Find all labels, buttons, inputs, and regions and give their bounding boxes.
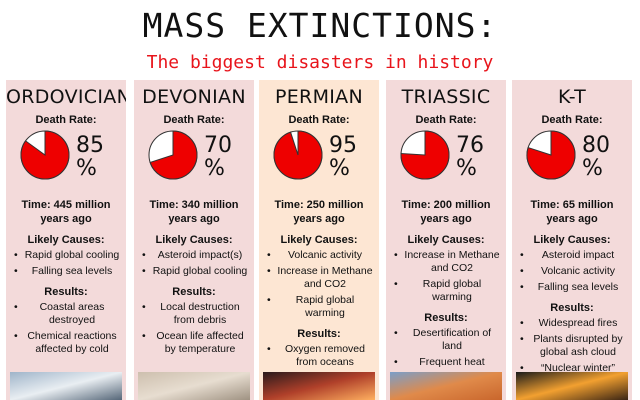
likely-causes-heading: Likely Causes: [155, 234, 233, 246]
period-column: PERMIAN Death Rate: 95 % Time: 250 millio… [259, 80, 379, 400]
death-rate-label: Death Rate: [288, 114, 350, 126]
death-rate-value: 80 % [582, 134, 610, 180]
death-rate-label: Death Rate: [163, 114, 225, 126]
result-item: Chemical reactions affected by cold [14, 330, 120, 356]
results-heading: Results: [172, 286, 216, 298]
period-photo [10, 372, 122, 400]
page-title: MASS EXTINCTIONS: [142, 6, 498, 45]
death-rate-row: 70 % [134, 128, 254, 196]
result-item: Widespread fires [520, 317, 626, 330]
results-heading: Results: [297, 328, 341, 340]
causes-list: Increase in Methane and CO2 Rapid global … [386, 249, 506, 304]
death-rate-value: 76 % [456, 134, 484, 180]
cause-item: Asteroid impact [520, 249, 626, 262]
likely-causes-heading: Likely Causes: [407, 234, 485, 246]
time-label: Time: 200 million years ago [401, 199, 491, 225]
results-list: Coastal areas destroyed Chemical reaction… [6, 301, 126, 356]
death-rate-pie [20, 130, 70, 180]
period-photo [516, 372, 628, 400]
result-item: Desertification of land [394, 327, 500, 353]
death-rate-percent-sign: % [582, 156, 603, 181]
cause-item: Increase in Methane and CO2 [267, 265, 373, 291]
period-column: DEVONIAN Death Rate: 70 % Time: 340 milli… [134, 80, 254, 400]
death-rate-pie [273, 130, 323, 180]
time-label: Time: 340 million years ago [149, 199, 239, 225]
result-item: Coastal areas destroyed [14, 301, 120, 327]
death-rate-number: 95 [329, 133, 357, 158]
page-subtitle: The biggest disasters in history [146, 52, 494, 73]
death-rate-number: 80 [582, 133, 610, 158]
period-column: K-T Death Rate: 80 % Time: 65 million yea… [512, 80, 632, 400]
death-rate-percent-sign: % [204, 156, 225, 181]
results-heading: Results: [44, 286, 88, 298]
cause-item: Increase in Methane and CO2 [394, 249, 500, 275]
likely-causes-heading: Likely Causes: [280, 234, 358, 246]
likely-causes-heading: Likely Causes: [27, 234, 105, 246]
period-photo [263, 372, 375, 400]
cause-item: Volcanic activity [267, 249, 373, 262]
period-name: DEVONIAN [142, 86, 246, 108]
cause-item: Asteroid impact(s) [142, 249, 248, 262]
death-rate-pie [400, 130, 450, 180]
death-rate-row: 76 % [386, 128, 506, 196]
cause-item: Rapid global warming [394, 278, 500, 304]
results-heading: Results: [550, 302, 594, 314]
death-rate-row: 95 % [259, 128, 379, 196]
death-rate-label: Death Rate: [35, 114, 97, 126]
time-label: Time: 445 million years ago [21, 199, 111, 225]
results-list: Widespread fires Plants disrupted by glob… [512, 317, 632, 375]
period-column: TRIASSIC Death Rate: 76 % Time: 200 milli… [386, 80, 506, 400]
cause-item: Rapid global warming [267, 294, 373, 320]
period-name: ORDOVICIAN [6, 86, 126, 108]
death-rate-pie [148, 130, 198, 180]
result-item: Local destruction from debris [142, 301, 248, 327]
death-rate-percent-sign: % [76, 156, 97, 181]
result-item: Ocean life affected by temperature [142, 330, 248, 356]
period-name: K-T [557, 86, 587, 108]
period-name: PERMIAN [275, 86, 363, 108]
result-item: “Nuclear winter” [520, 362, 626, 375]
cause-item: Rapid global cooling [14, 249, 120, 262]
cause-item: Falling sea levels [14, 265, 120, 278]
period-name: TRIASSIC [401, 86, 491, 108]
cause-item: Rapid global cooling [142, 265, 248, 278]
causes-list: Rapid global cooling Falling sea levels [6, 249, 126, 278]
period-column: ORDOVICIAN Death Rate: 85 % Time: 445 mil… [6, 80, 126, 400]
death-rate-value: 70 % [204, 134, 232, 180]
result-item: Oxygen removed from oceans [267, 343, 373, 369]
death-rate-number: 76 [456, 133, 484, 158]
period-photo [390, 372, 502, 400]
period-photo [138, 372, 250, 400]
death-rate-value: 95 % [329, 134, 357, 180]
death-rate-value: 85 % [76, 134, 104, 180]
death-rate-label: Death Rate: [541, 114, 603, 126]
cause-item: Falling sea levels [520, 281, 626, 294]
death-rate-percent-sign: % [329, 156, 350, 181]
cause-item: Volcanic activity [520, 265, 626, 278]
results-list: Local destruction from debris Ocean life … [134, 301, 254, 356]
causes-list: Volcanic activity Increase in Methane and… [259, 249, 379, 320]
time-label: Time: 65 million years ago [530, 199, 614, 225]
likely-causes-heading: Likely Causes: [533, 234, 611, 246]
causes-list: Asteroid impact Volcanic activity Falling … [512, 249, 632, 294]
time-label: Time: 250 million years ago [274, 199, 364, 225]
death-rate-pie [526, 130, 576, 180]
death-rate-row: 85 % [6, 128, 126, 196]
death-rate-number: 85 [76, 133, 104, 158]
causes-list: Asteroid impact(s) Rapid global cooling [134, 249, 254, 278]
death-rate-label: Death Rate: [415, 114, 477, 126]
death-rate-row: 80 % [512, 128, 632, 196]
death-rate-number: 70 [204, 133, 232, 158]
death-rate-percent-sign: % [456, 156, 477, 181]
result-item: Plants disrupted by global ash cloud [520, 333, 626, 359]
results-heading: Results: [424, 312, 468, 324]
